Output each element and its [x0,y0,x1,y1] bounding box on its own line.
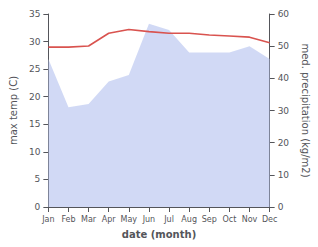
svg-text:15: 15 [29,119,40,129]
svg-text:May: May [121,215,138,224]
svg-text:10: 10 [29,147,41,157]
svg-text:0: 0 [35,202,41,212]
svg-text:med. precipitation (kg/m2): med. precipitation (kg/m2) [300,43,311,177]
svg-text:Feb: Feb [61,215,75,224]
svg-text:Aug: Aug [181,215,197,224]
svg-text:Dec: Dec [262,215,277,224]
svg-text:35: 35 [29,9,40,19]
svg-text:Jun: Jun [142,215,156,224]
svg-text:20: 20 [278,138,290,148]
svg-text:Jul: Jul [163,215,174,224]
svg-text:Oct: Oct [222,215,236,224]
svg-text:Nov: Nov [242,215,258,224]
svg-text:10: 10 [278,170,290,180]
svg-text:Jan: Jan [41,215,54,224]
svg-text:40: 40 [278,73,290,83]
svg-text:Mar: Mar [81,215,97,224]
svg-text:max temp (C): max temp (C) [8,76,19,145]
svg-text:5: 5 [35,174,41,184]
svg-text:50: 50 [278,41,290,51]
svg-text:30: 30 [278,106,290,116]
svg-text:30: 30 [29,37,41,47]
svg-text:20: 20 [29,92,41,102]
svg-text:date (month): date (month) [122,229,196,240]
svg-text:Apr: Apr [102,215,117,224]
svg-text:60: 60 [278,9,290,19]
svg-text:25: 25 [29,64,40,74]
svg-text:Sep: Sep [202,215,217,224]
svg-text:0: 0 [278,202,284,212]
